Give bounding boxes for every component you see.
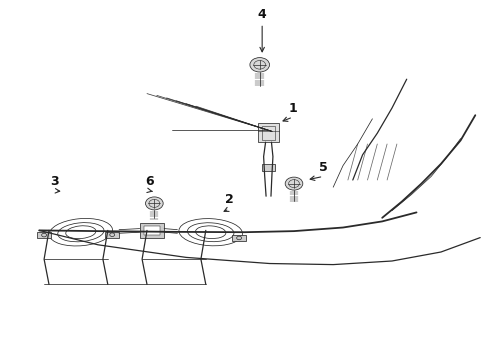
Bar bbox=[258, 123, 279, 142]
Circle shape bbox=[285, 177, 303, 190]
Bar bbox=[105, 232, 119, 238]
Text: 3: 3 bbox=[50, 175, 59, 188]
Text: 1: 1 bbox=[289, 102, 297, 114]
Text: 6: 6 bbox=[145, 175, 154, 188]
Bar bbox=[232, 235, 246, 241]
Text: 2: 2 bbox=[225, 193, 234, 206]
Text: 4: 4 bbox=[258, 8, 267, 21]
Bar bbox=[262, 164, 275, 171]
Bar bbox=[262, 126, 275, 140]
Bar bbox=[144, 226, 160, 235]
Circle shape bbox=[146, 197, 163, 210]
Bar bbox=[140, 223, 164, 238]
Bar bbox=[37, 232, 51, 238]
Circle shape bbox=[250, 58, 270, 72]
Text: 5: 5 bbox=[319, 161, 328, 174]
